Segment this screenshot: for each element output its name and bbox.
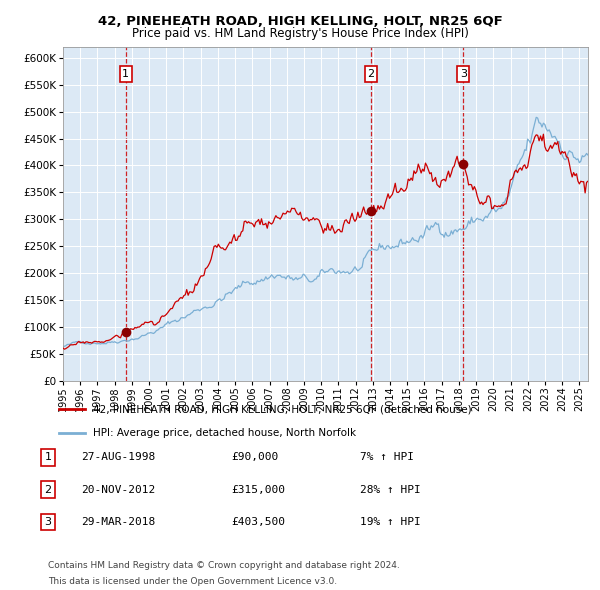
Text: 2: 2	[367, 69, 374, 79]
Text: 3: 3	[460, 69, 467, 79]
Text: 3: 3	[44, 517, 52, 527]
Text: HPI: Average price, detached house, North Norfolk: HPI: Average price, detached house, Nort…	[93, 428, 356, 438]
Text: Price paid vs. HM Land Registry's House Price Index (HPI): Price paid vs. HM Land Registry's House …	[131, 27, 469, 40]
Text: 28% ↑ HPI: 28% ↑ HPI	[360, 485, 421, 494]
Text: This data is licensed under the Open Government Licence v3.0.: This data is licensed under the Open Gov…	[48, 577, 337, 586]
Text: £90,000: £90,000	[231, 453, 278, 462]
Text: £315,000: £315,000	[231, 485, 285, 494]
Text: 20-NOV-2012: 20-NOV-2012	[81, 485, 155, 494]
Text: 27-AUG-1998: 27-AUG-1998	[81, 453, 155, 462]
Text: 19% ↑ HPI: 19% ↑ HPI	[360, 517, 421, 527]
Text: 7% ↑ HPI: 7% ↑ HPI	[360, 453, 414, 462]
Text: £403,500: £403,500	[231, 517, 285, 527]
Text: 42, PINEHEATH ROAD, HIGH KELLING, HOLT, NR25 6QF (detached house): 42, PINEHEATH ROAD, HIGH KELLING, HOLT, …	[93, 404, 472, 414]
Text: 1: 1	[122, 69, 130, 79]
Text: 29-MAR-2018: 29-MAR-2018	[81, 517, 155, 527]
Text: 1: 1	[44, 453, 52, 462]
Text: Contains HM Land Registry data © Crown copyright and database right 2024.: Contains HM Land Registry data © Crown c…	[48, 560, 400, 569]
Text: 42, PINEHEATH ROAD, HIGH KELLING, HOLT, NR25 6QF: 42, PINEHEATH ROAD, HIGH KELLING, HOLT, …	[98, 15, 502, 28]
Text: 2: 2	[44, 485, 52, 494]
